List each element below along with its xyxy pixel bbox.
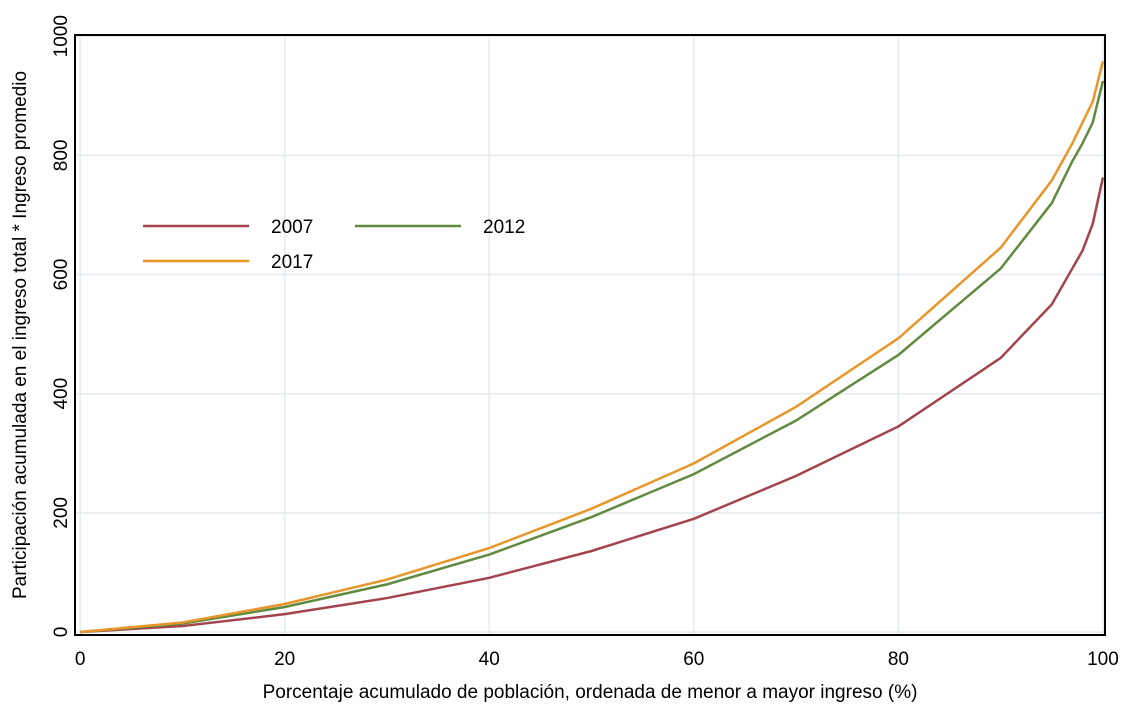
plot-frame [74, 34, 1106, 636]
legend-label: 2007 [271, 217, 313, 238]
x-tick-label: 20 [274, 649, 295, 670]
x-tick-label: 100 [1087, 649, 1119, 670]
line-series [80, 80, 1105, 634]
line-series [79, 60, 1105, 634]
legend-label: 2012 [483, 217, 525, 238]
y-tick-label: 400 [51, 378, 72, 410]
y-tick-label: 0 [51, 627, 72, 638]
x-tick-label: 0 [75, 649, 86, 670]
line-series [80, 177, 1105, 634]
x-tick-label: 60 [683, 649, 704, 670]
y-tick-label: 200 [51, 497, 72, 529]
y-axis-title: Participación acumulada en el ingreso to… [10, 71, 31, 599]
x-tick-label: 80 [888, 649, 909, 670]
y-tick-label: 600 [51, 259, 72, 291]
x-tick-label: 40 [479, 649, 500, 670]
legend-label: 2017 [271, 252, 313, 273]
y-tick-label: 1000 [51, 15, 72, 57]
y-tick-label: 800 [51, 140, 72, 172]
x-axis-title: Porcentaje acumulado de población, orden… [263, 682, 918, 703]
